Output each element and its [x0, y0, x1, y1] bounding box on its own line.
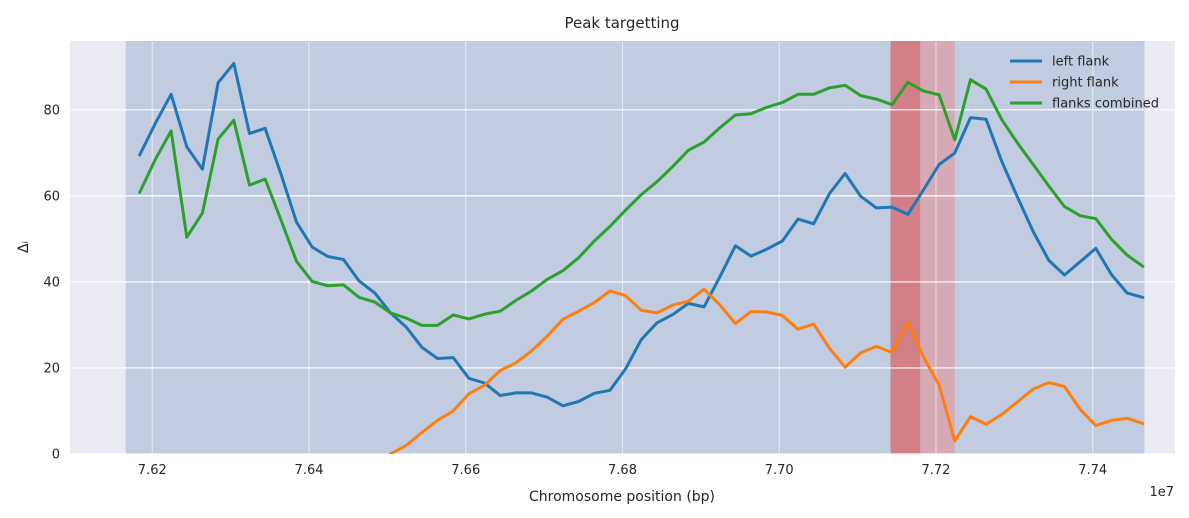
x-tick-label: 7.70: [765, 463, 794, 478]
y-tick-label: 0: [52, 448, 60, 463]
legend: left flank right flank flanks combined: [1010, 55, 1159, 112]
legend-label: left flank: [1052, 55, 1110, 70]
grid: [70, 41, 1175, 455]
y-tick-label: 20: [43, 361, 60, 376]
legend-label: flanks combined: [1052, 97, 1159, 112]
y-axis-label: Δᵢ: [16, 241, 32, 253]
x-tick-label: 7.72: [921, 463, 950, 478]
x-tick-label: 7.64: [295, 463, 324, 478]
series-lines: [138, 61, 1145, 454]
chart-title: Peak targetting: [564, 14, 679, 32]
x-tick-label: 7.74: [1078, 463, 1107, 478]
shaded-region-3: [920, 41, 955, 454]
x-tick-label: 7.66: [451, 463, 480, 478]
series-line-right-flank: [389, 287, 1145, 454]
y-tick-label: 80: [43, 103, 60, 118]
x-offset-label: 1e7: [1149, 485, 1174, 500]
y-tick-label: 40: [43, 275, 60, 290]
x-tick-label: 7.68: [608, 463, 637, 478]
y-tick-label: 60: [43, 189, 60, 204]
x-axis-label: Chromosome position (bp): [529, 489, 715, 505]
legend-label: right flank: [1052, 76, 1119, 91]
series-line-left-flank: [138, 61, 1145, 408]
x-tick-label: 7.62: [138, 463, 167, 478]
series-line-flanks-combined: [138, 78, 1145, 327]
tick-labels: 7.62 7.64 7.66 7.68 7.70 7.72 7.74 0 20 40 60 80: [43, 103, 1107, 478]
